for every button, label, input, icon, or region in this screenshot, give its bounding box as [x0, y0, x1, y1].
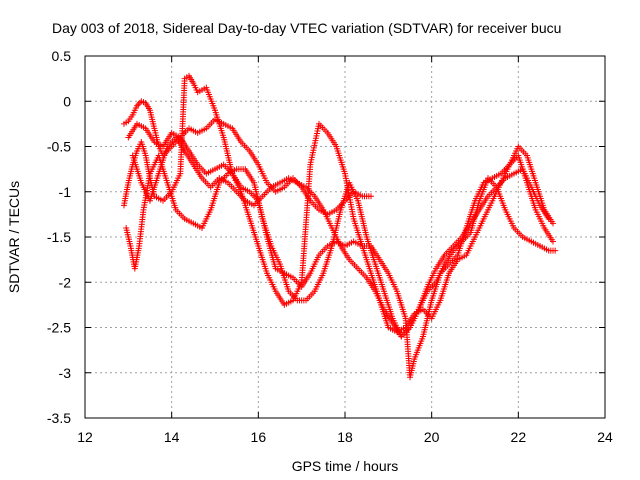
x-tick-label: 12 — [77, 429, 93, 445]
data-points — [121, 72, 559, 381]
x-tick-label: 18 — [337, 429, 353, 445]
data-point — [550, 238, 556, 245]
y-tick-label: 0.5 — [52, 48, 72, 64]
series-track-5 — [129, 134, 552, 340]
data-point — [550, 220, 556, 227]
x-tick-label: 24 — [597, 429, 613, 445]
y-tick-label: -1 — [59, 184, 72, 200]
y-tick-label: -2.5 — [47, 320, 71, 336]
y-tick-labels: 0.5 0 -0.5 -1 -1.5 -2 -2.5 -3 -3.5 — [47, 48, 71, 426]
chart-title: Day 003 of 2018, Sidereal Day-to-day VTE… — [52, 20, 561, 36]
y-tick-label: -3 — [59, 365, 72, 381]
series-track-2 — [121, 72, 556, 381]
y-tick-label: 0 — [63, 93, 71, 109]
series-track-4 — [125, 120, 556, 336]
data-point — [552, 247, 559, 254]
axis-ticks — [84, 55, 606, 419]
data-point — [136, 99, 143, 106]
x-tick-label: 16 — [251, 429, 267, 445]
data-point — [368, 193, 374, 200]
x-tick-labels: 12 14 16 18 20 22 24 — [77, 429, 613, 445]
x-axis-title: GPS time / hours — [292, 458, 399, 474]
x-tick-label: 14 — [164, 429, 180, 445]
y-axis-title: SDTVAR / TECUs — [6, 181, 22, 293]
series-track-1 — [121, 98, 374, 218]
y-tick-label: -3.5 — [47, 410, 71, 426]
x-tick-label: 22 — [511, 429, 527, 445]
series-track-3 — [123, 152, 559, 340]
y-tick-label: -1.5 — [47, 229, 71, 245]
x-tick-label: 20 — [424, 429, 440, 445]
y-tick-label: -0.5 — [47, 139, 71, 155]
y-tick-label: -2 — [59, 274, 72, 290]
data-point — [545, 215, 552, 222]
